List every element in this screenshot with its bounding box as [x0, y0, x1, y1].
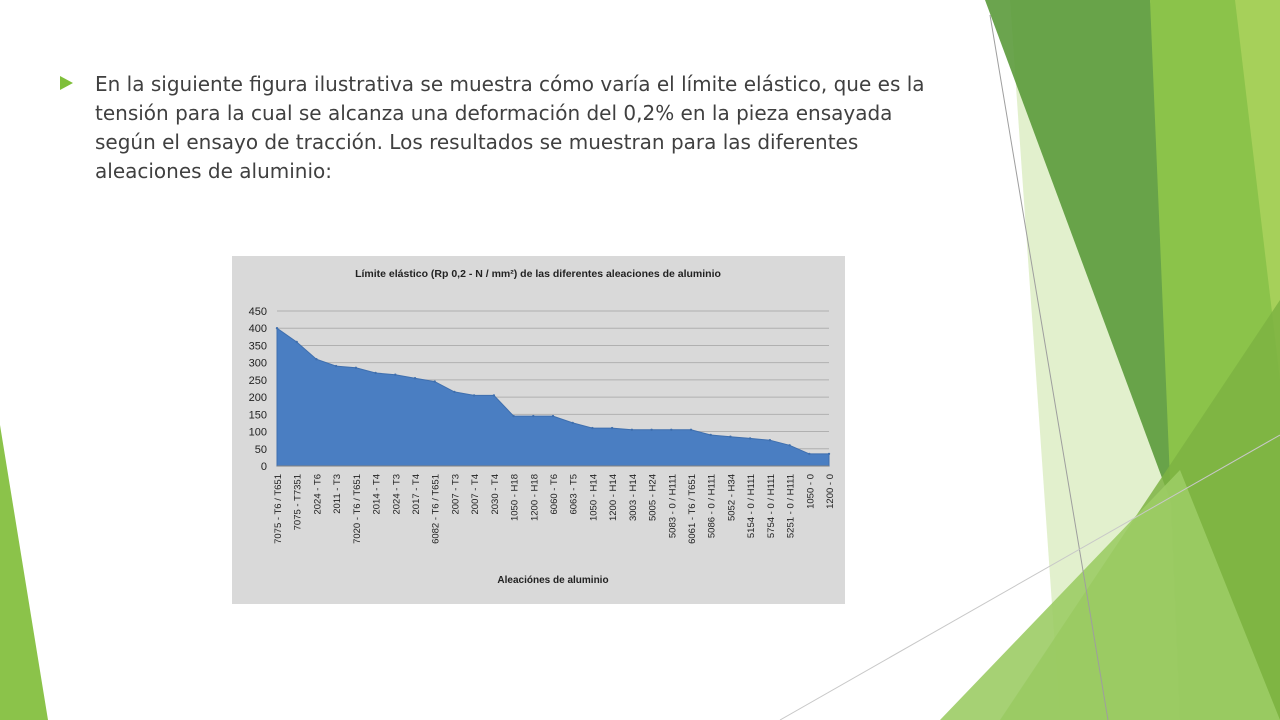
x-tick-label: 5154 - 0 / H111 — [746, 474, 757, 538]
data-point — [472, 394, 476, 397]
x-tick-label: 2030 - T4 — [490, 474, 501, 515]
x-tick-label: 1050 - H18 — [510, 474, 521, 521]
data-point — [453, 390, 456, 394]
data-point — [532, 414, 535, 418]
x-tick-label: 6061 - T6 / T651 — [687, 474, 698, 544]
data-point — [315, 358, 318, 361]
data-point — [827, 452, 831, 456]
y-tick-label: 450 — [249, 306, 267, 318]
x-tick-label: 2011 - T3 — [332, 474, 343, 514]
x-tick-label: 1200 - H14 — [608, 474, 619, 521]
x-tick-label: 1200 - H18 — [529, 474, 540, 521]
y-tick-label: 50 — [255, 444, 267, 456]
x-tick-label: 7075 - T6 / T651 — [273, 474, 284, 544]
data-point — [433, 380, 436, 383]
x-tick-label: 6060 - T6 — [549, 474, 560, 515]
data-point — [748, 437, 752, 440]
data-point — [610, 426, 614, 430]
data-point — [768, 439, 772, 442]
decor-green-shape-3 — [1235, 0, 1280, 380]
decor-thin-line-1 — [989, 14, 1109, 720]
data-point — [808, 452, 811, 456]
y-tick-label: 250 — [249, 375, 267, 387]
x-tick-label: 2024 - T3 — [391, 474, 402, 515]
x-tick-label: 2024 - T6 — [312, 474, 323, 515]
chart-title: Límite elástico (Rp 0,2 - N / mm²) de la… — [355, 268, 721, 280]
y-tick-label: 300 — [249, 358, 267, 370]
y-tick-label: 150 — [249, 409, 267, 421]
y-tick-label: 100 — [249, 427, 267, 439]
data-point — [650, 428, 653, 431]
x-tick-label: 7020 - T6 / T651 — [352, 474, 363, 544]
data-point — [670, 428, 673, 431]
x-tick-label: 5083 - 0 / H111 — [667, 474, 678, 538]
data-point — [374, 371, 377, 375]
x-tick-label: 1200 - 0 — [825, 474, 836, 509]
bullet-text: En la siguiente figura ilustrativa se mu… — [95, 72, 925, 183]
x-tick-label: 3003 - H14 — [628, 474, 639, 521]
x-tick-label: 6082 - T6 / T651 — [431, 474, 442, 544]
x-tick-label: 2007 - T3 — [450, 474, 461, 515]
y-tick-label: 0 — [261, 461, 267, 473]
bullet-paragraph: En la siguiente figura ilustrativa se mu… — [60, 70, 940, 186]
y-tick-label: 200 — [249, 392, 267, 404]
x-tick-label: 2017 - T4 — [411, 474, 422, 515]
data-point — [334, 364, 338, 368]
x-tick-label: 5005 - H24 — [648, 474, 659, 521]
x-tick-label: 5754 - 0 / H111 — [766, 474, 777, 538]
data-point — [394, 373, 397, 376]
bullet-arrow-icon — [60, 76, 73, 90]
data-point — [571, 421, 574, 425]
x-tick-label: 2007 - T4 — [470, 474, 481, 515]
y-tick-label: 400 — [249, 323, 267, 335]
x-axis-title: Aleaciónes de aluminio — [497, 575, 608, 586]
data-point — [591, 426, 594, 430]
data-point — [275, 327, 279, 330]
y-tick-label: 350 — [249, 340, 267, 352]
x-tick-label: 5086 - 0 / H111 — [707, 474, 718, 538]
x-tick-label: 5251 - 0 / H111 — [786, 474, 797, 538]
data-point — [551, 414, 555, 418]
series-area — [276, 327, 830, 467]
x-tick-label: 2014 - T4 — [372, 474, 383, 515]
decor-thin-line-2 — [779, 434, 1280, 720]
data-point — [729, 435, 732, 438]
data-point — [295, 340, 298, 344]
data-point — [788, 444, 791, 447]
data-point — [492, 394, 496, 397]
decor-left-green-shape — [0, 425, 48, 720]
data-point — [413, 377, 417, 380]
data-point — [709, 433, 712, 437]
x-tick-label: 7075 - T7351 — [293, 474, 304, 530]
decor-green-shape-5 — [940, 470, 1280, 720]
data-point — [689, 428, 693, 431]
data-point — [630, 428, 634, 431]
x-tick-label: 5052 - H34 — [726, 474, 737, 521]
x-tick-label: 1050 - 0 — [805, 474, 816, 509]
x-tick-label: 1050 - H14 — [588, 474, 599, 521]
chart-frame: Límite elástico (Rp 0,2 - N / mm²) de la… — [232, 256, 845, 604]
data-point — [354, 366, 358, 369]
yield-strength-area-chart: Límite elástico (Rp 0,2 - N / mm²) de la… — [249, 268, 836, 586]
data-point — [512, 414, 515, 418]
x-tick-label: 6063 - T5 — [569, 474, 580, 515]
